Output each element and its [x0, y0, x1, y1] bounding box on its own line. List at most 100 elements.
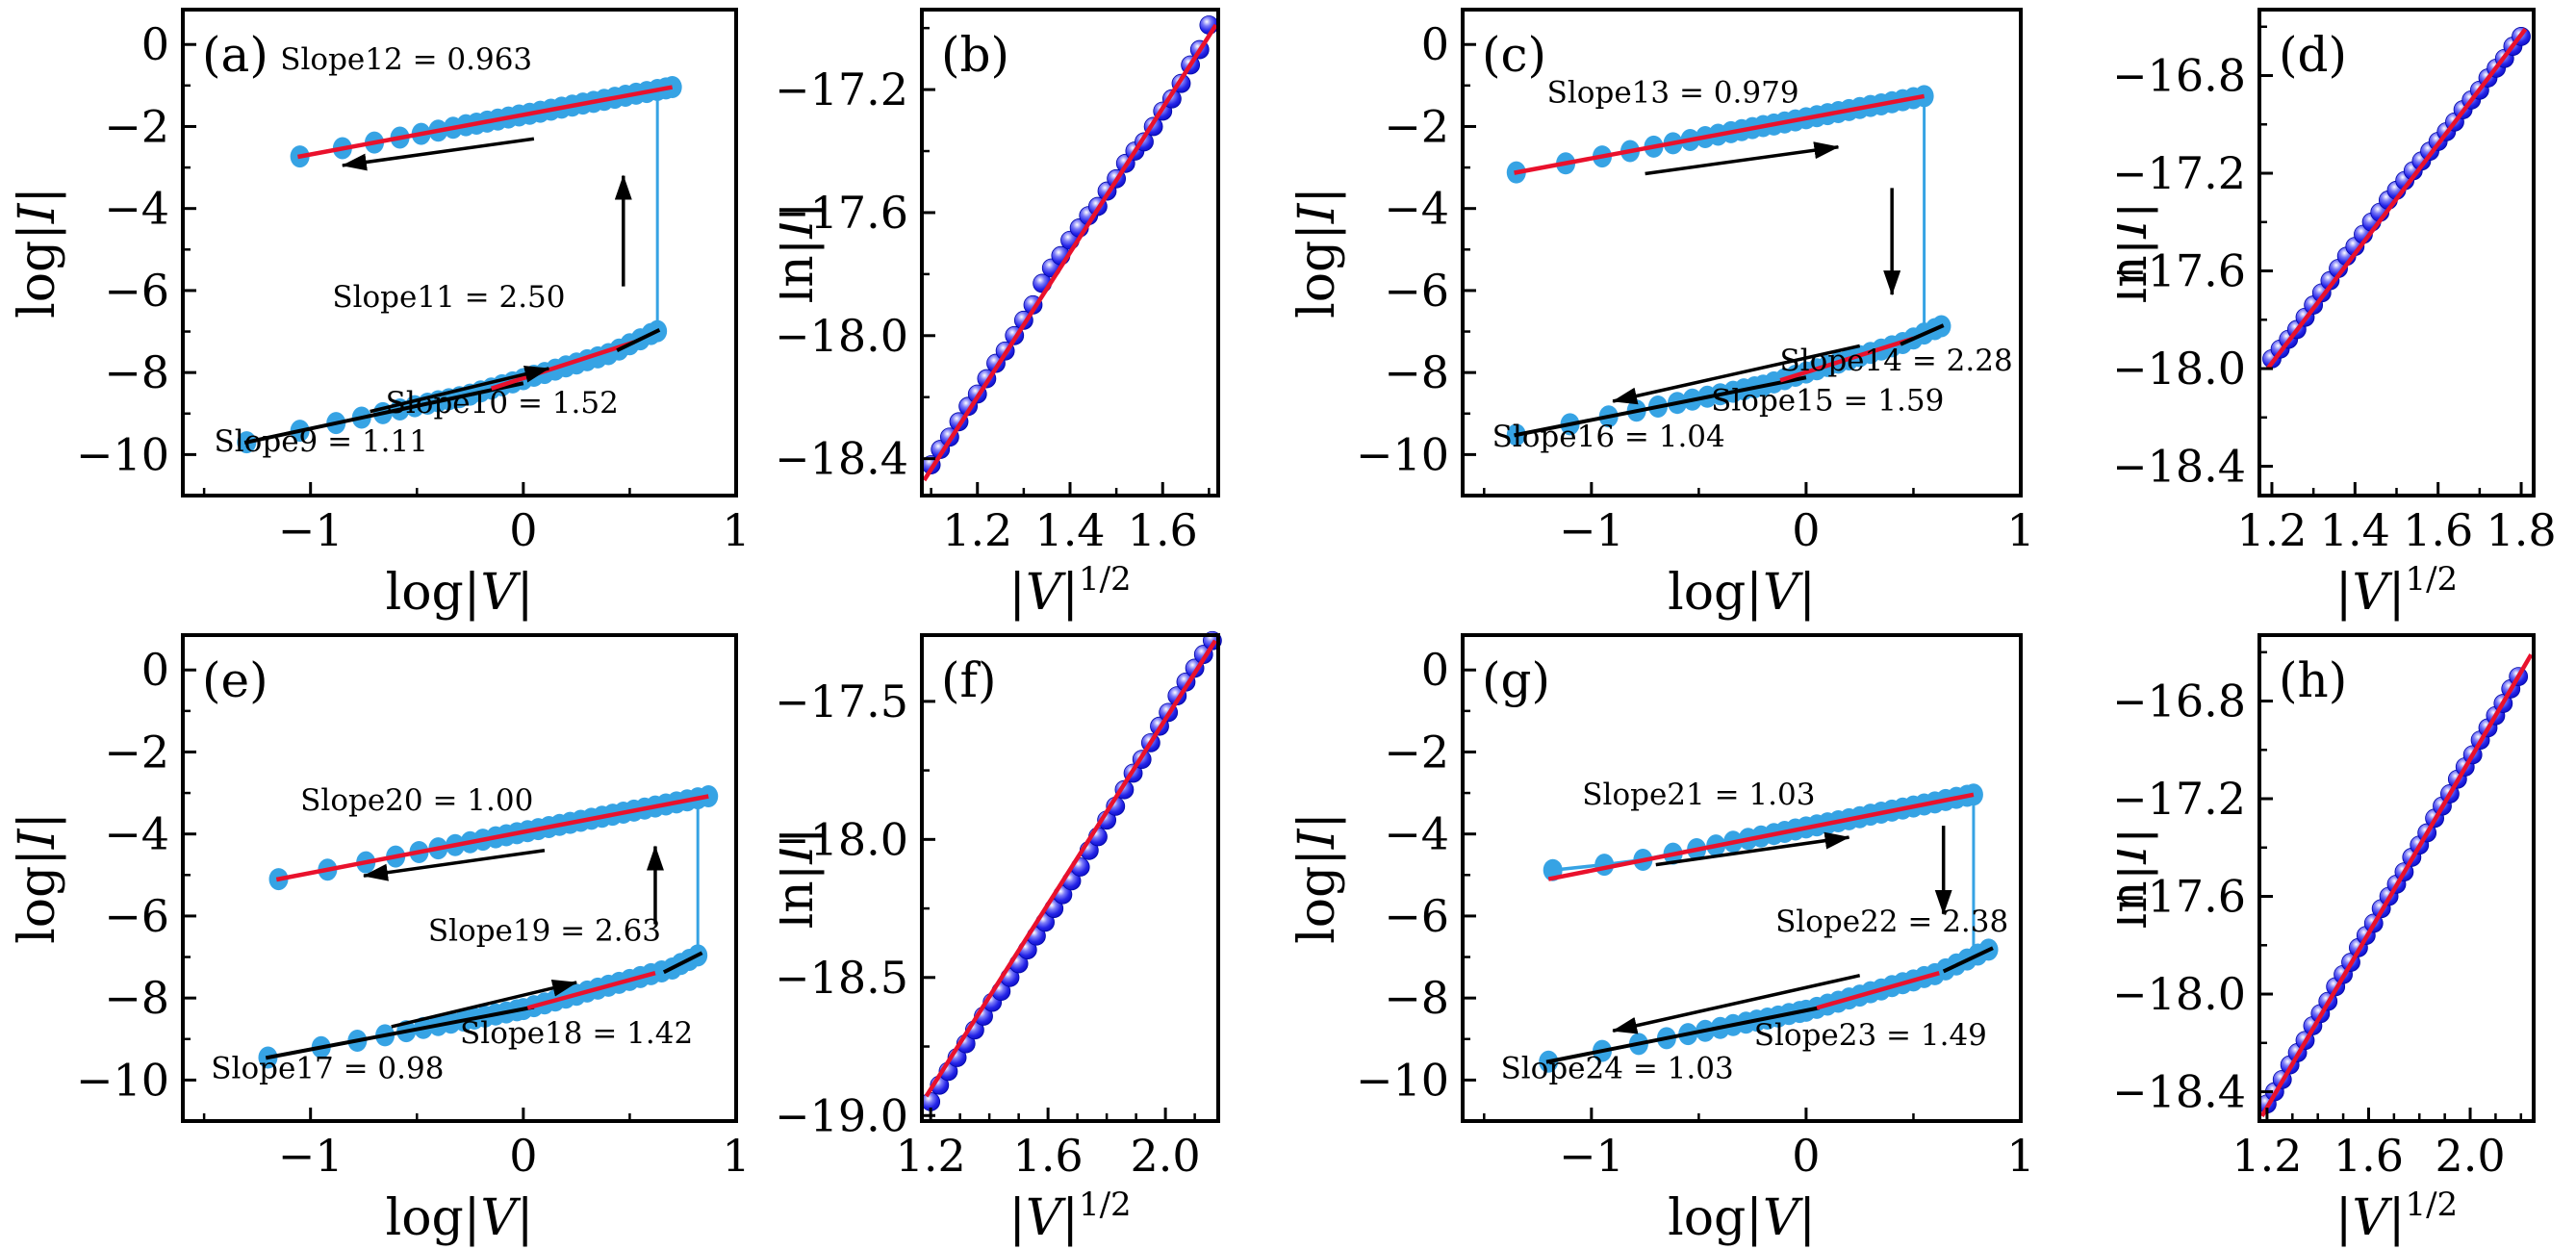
panel-letter: (e) — [202, 652, 268, 708]
fit-slope19-line — [662, 951, 703, 975]
y-axis-label: ln|I| — [779, 828, 825, 930]
y-tick-label: −18.4 — [2117, 441, 2246, 493]
y-tick-label: −17.6 — [779, 187, 908, 239]
y-tick-label: −8 — [104, 972, 169, 1024]
y-tick-label: −18.4 — [2117, 1066, 2246, 1118]
x-axis-label: log|V| — [386, 1189, 534, 1247]
x-tick-label: 1.2 — [2236, 504, 2307, 556]
axes-frame — [1461, 633, 2023, 1123]
slope-annotation-4: Slope17 = 0.98 — [211, 1051, 444, 1085]
slope-annotation-3: Slope10 = 1.52 — [386, 386, 619, 421]
y-tick-label: −17.2 — [2117, 147, 2246, 199]
slope-annotation-3: Slope18 = 1.42 — [460, 1016, 693, 1051]
x-tick-label: 2.0 — [2435, 1130, 2505, 1182]
fit-slope15-line — [1779, 336, 1915, 383]
y-tick-label: −17.2 — [779, 64, 908, 115]
slope-annotation-1: Slope12 = 0.963 — [280, 42, 532, 77]
y-tick-label: −4 — [104, 183, 169, 235]
panel-c: −1 0 1 0 −2 −4 −6 −8 −10 log|V| log|I| (c) Slope13 =… — [1280, 0, 2117, 625]
panel-b: 1.2 1.4 1.6 −17.2 −17.6 −18.0 −18.4 |V|1/2 ln|I|… — [767, 0, 1280, 625]
sweep-arrow-3 — [1612, 974, 1861, 1034]
x-tick-label: −1 — [278, 504, 344, 556]
x-tick-label: 1 — [2006, 504, 2034, 556]
axes-frame — [181, 8, 738, 497]
y-axis-label: log|I| — [9, 187, 66, 319]
y-tick-label: −6 — [1384, 265, 1449, 317]
y-tick-label: 0 — [1421, 18, 1449, 70]
y-axis-label: ln|I| — [2117, 828, 2158, 930]
y-axis-label: ln|I| — [2117, 202, 2158, 304]
slope-annotation-2: Slope14 = 2.28 — [1780, 344, 2013, 378]
y-tick-label: −18.0 — [779, 813, 908, 865]
x-tick-label: 1.6 — [2334, 1130, 2404, 1182]
x-tick-label: 1.8 — [2486, 504, 2556, 556]
x-axis-label: |V|1/2 — [1008, 1186, 1131, 1247]
fit-slope24-line — [1545, 1006, 1820, 1064]
slope-annotation-4: Slope24 = 1.03 — [1501, 1051, 1734, 1085]
y-tick-label: −10 — [1356, 428, 1449, 480]
fit-slope9-line — [243, 381, 524, 445]
x-tick-label: 1 — [722, 504, 750, 556]
linear-fit-line — [924, 639, 1217, 1098]
y-tick-label: −4 — [104, 808, 169, 860]
slope-annotation-4: Slope9 = 1.11 — [215, 424, 428, 459]
panel-d: 1.2 1.4 1.6 1.8 −16.8 −17.2 −17.6 −18.0 −18.4 |V|… — [2101, 0, 2576, 625]
sweep-arrow-3 — [370, 365, 550, 414]
slope-annotation-1: Slope21 = 1.03 — [1582, 778, 1815, 812]
x-tick-label: 2.0 — [1131, 1130, 1201, 1182]
y-axis-label: log|I| — [9, 812, 66, 944]
x-tick-label: 1.6 — [2403, 504, 2473, 556]
slope-annotation-2: Slope22 = 2.38 — [1775, 905, 2008, 939]
panel-letter: (g) — [1482, 652, 1550, 708]
fit-slope12-line — [297, 85, 674, 160]
y-tick-label: −17.6 — [2117, 245, 2246, 297]
series-schottky-data — [921, 15, 1219, 474]
y-tick-label: −18.0 — [2117, 343, 2246, 395]
fit-slope23-line — [1816, 970, 1940, 1010]
x-tick-label: 1.6 — [1128, 504, 1198, 556]
slope-annotation-3: Slope23 = 1.49 — [1754, 1018, 1987, 1053]
y-tick-label: −8 — [104, 346, 169, 398]
axes-frame — [2257, 633, 2536, 1123]
x-axis-label: |V|1/2 — [2335, 560, 2458, 622]
x-tick-label: 0 — [1792, 1130, 1820, 1182]
panel-g: −1 0 1 0 −2 −4 −6 −8 −10 log|V| log|I| (g) Slope21 =… — [1280, 625, 2117, 1250]
y-tick-label: −6 — [1384, 890, 1449, 942]
y-tick-label: −19.0 — [779, 1089, 908, 1141]
x-tick-label: 1.2 — [2232, 1130, 2302, 1182]
x-tick-label: −1 — [1559, 504, 1624, 556]
y-tick-label: −2 — [1384, 726, 1449, 778]
fit-slope16-line — [1514, 375, 1807, 438]
y-tick-label: −8 — [1384, 346, 1449, 398]
panel-e: −1 0 1 0 −2 −4 −6 −8 −10 log|V| log|I| (e) Slope20 =… — [0, 625, 779, 1250]
fit-slope21-line — [1547, 792, 1975, 881]
y-tick-label: 0 — [141, 18, 169, 70]
y-tick-label: −18.0 — [2117, 968, 2246, 1020]
axes-frame — [181, 633, 738, 1123]
panel-letter: (c) — [1482, 27, 1546, 83]
y-tick-label: −6 — [104, 890, 169, 942]
y-tick-label: 0 — [1421, 644, 1449, 696]
y-tick-label: −8 — [1384, 972, 1449, 1024]
plot-f: 1.2 1.6 2.0 −17.5 −18.0 −18.5 −19.0 |V|1/2 ln|I|… — [767, 630, 1222, 1247]
y-tick-label: −16.8 — [2117, 50, 2246, 102]
y-tick-label: −2 — [104, 100, 169, 152]
y-tick-label: −18.0 — [779, 310, 908, 362]
x-tick-label: 1.2 — [896, 1130, 966, 1182]
plot-b: 1.2 1.4 1.6 −17.2 −17.6 −18.0 −18.4 |V|1/2 ln|I|… — [767, 8, 1220, 622]
fit-slope14-line — [1900, 323, 1945, 346]
fit-slope20-line — [275, 794, 709, 882]
x-axis-label: |V|1/2 — [2335, 1186, 2458, 1247]
slope-annotation-2: Slope19 = 2.63 — [428, 913, 661, 948]
panel-letter: (d) — [2279, 27, 2347, 83]
y-tick-label: −2 — [1384, 100, 1449, 152]
linear-fit-line — [2259, 653, 2534, 1118]
panel-a: −1 0 1 0 −2 −4 −6 −8 −10 log|V| log|I| (a) Slope12 =… — [0, 0, 779, 625]
x-tick-label: 1 — [2006, 1130, 2034, 1182]
x-tick-label: 1.2 — [942, 504, 1012, 556]
x-tick-label: 1.4 — [2320, 504, 2390, 556]
panel-f: 1.2 1.6 2.0 −17.5 −18.0 −18.5 −19.0 |V|1/2 ln|I|… — [767, 625, 1280, 1250]
